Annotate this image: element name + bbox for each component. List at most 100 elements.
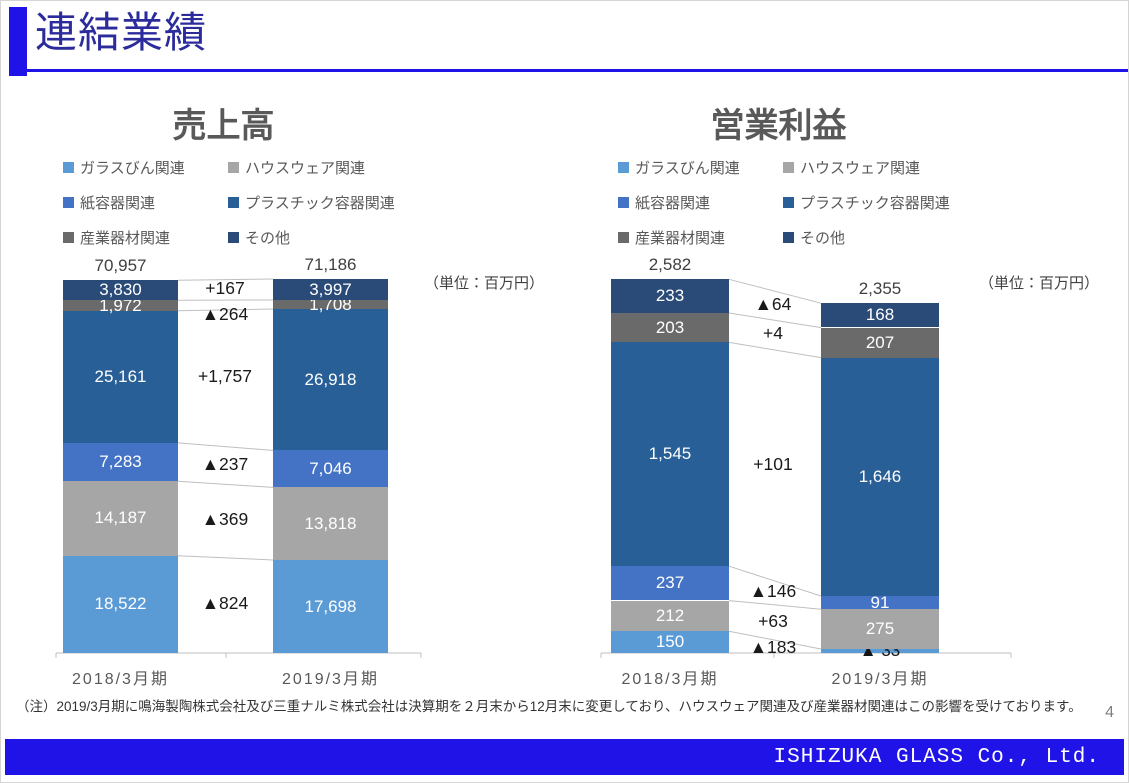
segment-value: 26,918: [304, 369, 357, 389]
bar-segment: 13,818: [273, 487, 388, 560]
bar-segment: 203: [611, 313, 729, 343]
segment-value: 18,522: [94, 594, 147, 614]
bar-segment: 1,646: [821, 357, 939, 596]
legend-item: ハウスウェア関連: [783, 157, 950, 178]
legend-label: 紙容器関連: [80, 195, 156, 212]
legend-label: プラスチック容器関連: [800, 195, 950, 212]
delta-value: ▲264: [201, 303, 249, 324]
total-value: 2,355: [858, 279, 902, 299]
delta-value: +167: [205, 277, 245, 298]
chart-title: 売上高: [172, 107, 275, 145]
net-sales-chart: 売上高 ガラスびん関連 ハウスウェア関連紙容器関連 プラスチック容器関連産業器材関連…: [41, 96, 566, 701]
legend-swatch-icon: [63, 197, 74, 208]
legend-label: 紙容器関連: [635, 195, 711, 212]
legend-swatch-icon: [783, 197, 794, 208]
operating-income-chart: 営業利益 ガラスびん関連 ハウスウェア関連紙容器関連 プラスチック容器関連 産業器材関…: [596, 96, 1121, 701]
legend-item: 産業器材関連: [63, 227, 228, 248]
page-number: 4: [1105, 704, 1114, 721]
bar-segment: 207: [821, 327, 939, 358]
bar-segment: 233: [611, 279, 729, 313]
footnote: （注）2019/3月期に鳴海製陶株式会社及び三重ナルミ株式会社は決算期を２月末か…: [16, 699, 1082, 714]
segment-value: 237: [655, 573, 685, 593]
segment-value: 203: [655, 317, 685, 337]
segment-value: 3,830: [99, 280, 142, 300]
legend-item: 紙容器関連: [618, 192, 783, 213]
legend-item: ハウスウェア関連: [228, 157, 395, 178]
segment-value: 233: [655, 286, 685, 306]
delta-value: +101: [753, 453, 793, 474]
bar-segment: 168: [821, 303, 939, 328]
title-underline: [27, 69, 1128, 72]
bar-segment: 26,918: [273, 309, 388, 451]
legend-swatch-icon: [618, 162, 629, 173]
legend-item: ガラスびん関連: [63, 157, 228, 178]
segment-value: 168: [865, 305, 895, 325]
bar-segment: 91: [821, 593, 939, 612]
bar-segment: 18,522: [63, 555, 178, 653]
chart-legend: ガラスびん関連 ハウスウェア関連紙容器関連 プラスチック容器関連産業器材関連 その他: [63, 157, 395, 248]
bar-segment: 17,698: [273, 560, 388, 653]
connector-line: [177, 555, 274, 561]
legend-label: プラスチック容器関連: [245, 195, 395, 212]
bar-segment: 3,830: [63, 280, 178, 301]
category-label: 2018/3月期: [621, 671, 719, 688]
page-title: 連結業績: [35, 9, 208, 56]
delta-value: ▲824: [201, 593, 249, 614]
legend-item: 産業器材関連: [618, 227, 783, 248]
legend-label: その他: [800, 230, 846, 247]
connector-line: [728, 341, 822, 359]
bar-segment: 14,187: [63, 481, 178, 556]
chart-title: 営業利益: [710, 107, 847, 145]
bar-segment: 3,997: [273, 279, 388, 300]
bar-segment: ▲ 33: [821, 641, 939, 660]
legend-label: 産業器材関連: [80, 230, 171, 247]
category-label: 2019/3月期: [282, 671, 379, 688]
segment-value: 7,283: [99, 452, 142, 472]
delta-value: +63: [758, 610, 788, 631]
total-value: 71,186: [304, 255, 357, 274]
legend-item: その他: [228, 227, 395, 248]
legend-swatch-icon: [63, 232, 74, 243]
segment-value: 1,646: [858, 466, 902, 486]
bar-segment: 7,046: [273, 450, 388, 488]
category-label: 2019/3月期: [831, 671, 929, 688]
connector-line: [177, 442, 274, 451]
segment-value: 25,161: [94, 366, 147, 386]
bar-segment: 1,708: [273, 295, 388, 314]
total-value: 2,582: [648, 255, 692, 275]
delta-value: ▲64: [754, 293, 792, 314]
delta-value: +4: [763, 323, 783, 344]
footer-bar: ISHIZUKA GLASS Co., Ltd.: [5, 739, 1124, 775]
segment-value: 91: [870, 592, 890, 612]
delta-value: +1,757: [197, 366, 252, 387]
legend-label: その他: [245, 230, 291, 247]
legend-swatch-icon: [228, 197, 239, 208]
legend-item: その他: [783, 227, 950, 248]
delta-value: ▲183: [749, 636, 797, 657]
legend-label: ハウスウェア関連: [245, 160, 366, 177]
unit-label: （単位：百万円）: [424, 275, 545, 292]
segment-value: 7,046: [309, 458, 352, 478]
legend-item: 紙容器関連: [63, 192, 228, 213]
legend-swatch-icon: [228, 162, 239, 173]
segment-value: 17,698: [304, 596, 357, 616]
legend-item: プラスチック容器関連: [228, 192, 395, 213]
title-accent-bar: [9, 7, 27, 76]
legend-label: ガラスびん関連: [80, 160, 185, 177]
legend-swatch-icon: [783, 162, 794, 173]
bar-segment: 7,283: [63, 442, 178, 482]
legend-item: プラスチック容器関連: [783, 192, 950, 213]
delta-value: ▲369: [201, 509, 249, 530]
delta-value: ▲237: [201, 453, 249, 474]
legend-swatch-icon: [618, 232, 629, 243]
legend-item: ガラスびん関連: [618, 157, 783, 178]
bar-segment: 150: [611, 631, 729, 653]
bar-segment: 1,545: [611, 342, 729, 567]
bar-segment: 212: [611, 600, 729, 632]
category-label: 2018/3月期: [72, 671, 169, 688]
unit-label: （単位：百万円）: [979, 275, 1100, 292]
bar-segment: 25,161: [63, 310, 178, 443]
segment-value: 13,818: [304, 513, 357, 533]
legend-label: ガラスびん関連: [635, 160, 740, 177]
